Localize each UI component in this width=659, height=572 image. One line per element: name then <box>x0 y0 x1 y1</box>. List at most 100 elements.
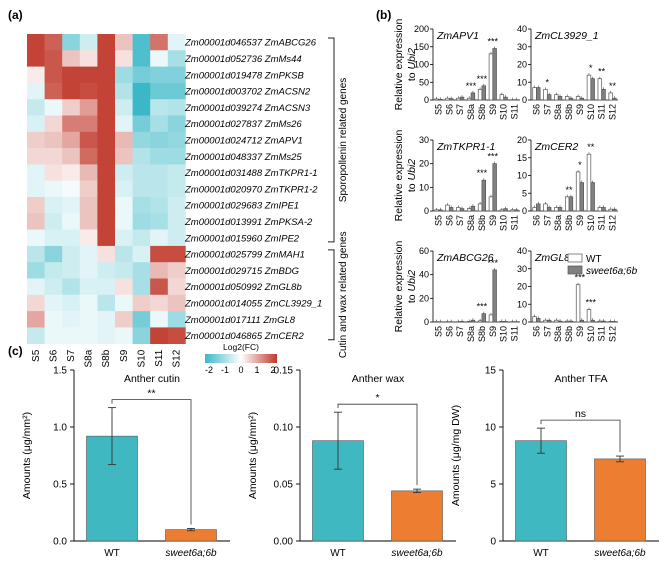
heatmap-cell <box>79 115 98 133</box>
expression-subplot: 0 50 100 150 200 ZmAPV1 S5 S6 S7 *** S8a *** S8b *** S… <box>393 19 520 120</box>
expression-subplot: 0 5 10 15 20 ZmCER2 S6 S7 S8a ** S8b * S9 ** S10 S11 S12 <box>517 135 618 231</box>
heatmap-cell <box>97 278 116 296</box>
heatmap-row-label: Zm00001d017111 ZmGL8 <box>184 315 296 326</box>
x-tick-label: S9 <box>488 215 498 226</box>
legend-label: sweet6a;6b <box>586 266 638 277</box>
bar-mutant <box>579 319 584 323</box>
heatmap-cell <box>79 82 98 100</box>
heatmap-cell <box>115 34 133 51</box>
heatmap-cell <box>115 262 133 279</box>
heatmap-cell <box>27 229 45 247</box>
heatmap-cell <box>167 115 186 133</box>
bar-wt <box>543 319 548 323</box>
heatmap-cell <box>167 262 186 279</box>
heatmap-cell <box>115 82 133 100</box>
bar-mutant <box>503 96 508 101</box>
significance-label: *** <box>466 81 477 91</box>
y-tick-label: 0 <box>424 95 429 105</box>
expression-subplot: 0 10 20 30 ZmTKPR1-1 S5 S6 S7 S8a *** S8b *** S9 S10 S… <box>393 130 520 231</box>
heatmap-column-label: S7 <box>66 349 77 362</box>
bar-mutant <box>492 269 497 323</box>
y-tick-label: 0.00 <box>274 537 294 548</box>
heatmap-cell <box>62 148 81 165</box>
x-tick-label: S7 <box>542 104 552 115</box>
bar-wt <box>532 316 537 323</box>
x-tick-label: S12 <box>608 326 618 342</box>
heatmap-row-label: Zm00001d046865 ZmCER2 <box>184 331 305 342</box>
heatmap-cell <box>79 213 98 230</box>
y-tick-label: 0.5 <box>53 480 67 491</box>
y-axis-label: to Ubi2 <box>406 48 418 81</box>
y-tick-label: 1.0 <box>53 423 67 434</box>
bar-wt <box>488 314 494 323</box>
bar-mutant <box>536 87 541 101</box>
x-tick-label: S12 <box>608 104 618 120</box>
bar-mutant <box>601 207 606 212</box>
bar-wt <box>565 96 570 101</box>
x-tick-label: S7 <box>542 215 552 226</box>
heatmap-cell <box>27 164 45 181</box>
bar-wt <box>467 97 472 101</box>
heatmap-cell <box>115 131 133 149</box>
y-tick-label: 5 <box>522 188 527 198</box>
bar-mutant <box>438 98 443 101</box>
heatmap-cell <box>150 327 169 344</box>
heatmap-cell <box>79 311 98 328</box>
x-tick-label: S8b <box>477 215 487 231</box>
bar-mutant <box>503 208 508 212</box>
bar-mutant <box>503 321 508 323</box>
heatmap-column-label: S6 <box>48 349 59 362</box>
bar-mutant <box>470 205 476 212</box>
heatmap-row-label: Zm00001d052736 ZmMs44 <box>184 54 302 65</box>
heatmap-cell <box>27 34 45 51</box>
bar-mutant <box>536 203 541 212</box>
panel-label-c: (c) <box>8 344 23 358</box>
significance-bracket <box>540 419 621 453</box>
heatmap-cell <box>150 148 169 165</box>
heatmap-cell <box>44 213 63 230</box>
heatmap-cell <box>27 327 45 344</box>
bar-wt <box>532 87 537 101</box>
bar-wt <box>575 171 581 212</box>
bar-mutant <box>557 96 563 101</box>
x-tick-label: S7 <box>542 326 552 337</box>
bar-mutant <box>536 318 541 323</box>
heatmap-row-label: Zm00001d013991 ZmPKSA-2 <box>184 217 313 228</box>
heatmap-row-label: Zm00001d039274 ZmACSN3 <box>184 103 311 114</box>
colorbar-title: Log2(FC) <box>223 342 259 352</box>
significance-label: ** <box>609 81 617 91</box>
heatmap-cell <box>150 213 169 230</box>
heatmap-cell <box>27 245 45 263</box>
significance-label: *** <box>488 258 499 268</box>
colorbar-tick-label: -2 <box>205 365 213 375</box>
heatmap-cell <box>167 34 186 51</box>
heatmap-cell <box>44 50 63 67</box>
heatmap-cell <box>132 197 151 214</box>
bar-wt <box>499 94 505 101</box>
heatmap-cell <box>150 82 169 100</box>
y-tick-label: 10 <box>517 299 527 309</box>
heatmap-cell <box>27 213 45 230</box>
bar-wt <box>586 153 592 212</box>
y-axis-label: to Ubi2 <box>406 270 418 303</box>
heatmap-cell <box>27 278 45 296</box>
y-tick-label: 0 <box>424 206 429 216</box>
heatmap-cell <box>132 164 151 181</box>
heatmap-row-label: Zm00001d025799 ZmMAH1 <box>184 250 305 261</box>
heatmap-row-label: Zm00001d029715 ZmBDG <box>184 266 299 277</box>
heatmap-row-label: Zm00001d014055 ZmCL3929_1 <box>184 298 322 309</box>
heatmap-cell <box>62 66 81 84</box>
significance-label: ** <box>587 142 595 152</box>
bar-mutant <box>492 163 497 212</box>
heatmap-cell <box>62 197 81 214</box>
y-tick-label: 30 <box>419 135 429 145</box>
heatmap-cell <box>97 197 116 214</box>
bar-wt <box>456 97 461 101</box>
bar-mutant <box>612 208 617 212</box>
significance-label: *** <box>477 302 488 312</box>
x-tick-label: S11 <box>597 326 607 341</box>
heatmap-cell <box>97 262 116 279</box>
bar-wt <box>510 209 515 212</box>
heatmap-row-label: Zm00001d031488 ZmTKPR1-1 <box>184 168 318 179</box>
heatmap-column-label: S8b <box>101 349 112 367</box>
